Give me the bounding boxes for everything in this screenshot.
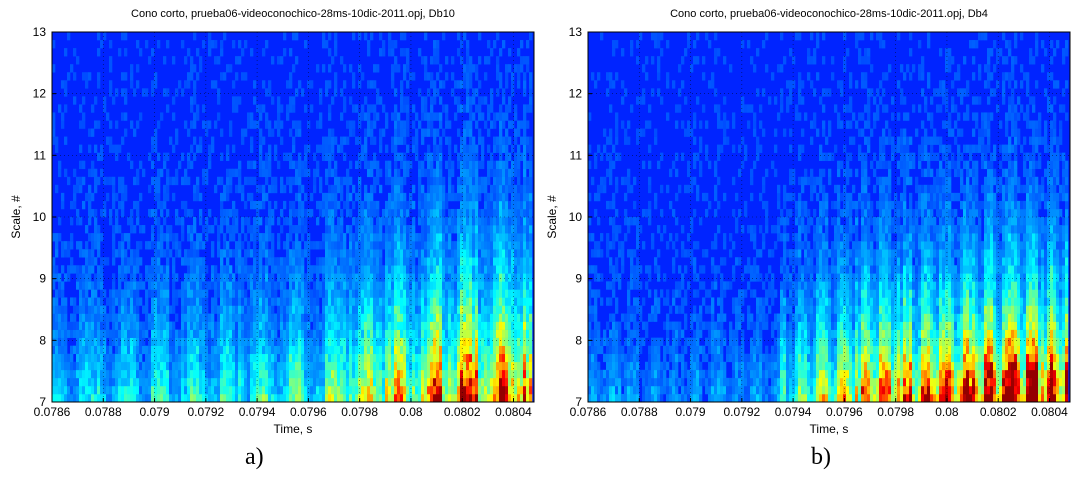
- x-tick-label: 0.0804: [1031, 405, 1068, 419]
- y-tick-label: 10: [569, 210, 583, 224]
- x-tick-label: 0.0796: [290, 405, 327, 419]
- x-axis-label: Time, s: [274, 422, 313, 436]
- x-tick-label: 0.0796: [826, 405, 863, 419]
- x-tick-label: 0.0802: [980, 405, 1017, 419]
- heatmap-chart-a: Cono corto, prueba06-videoconochico-28ms…: [9, 8, 535, 436]
- x-tick-label: 0.0786: [570, 405, 607, 419]
- y-tick-label: 9: [575, 272, 582, 286]
- y-axis-label: Scale, #: [545, 195, 559, 239]
- y-tick-label: 12: [33, 87, 47, 101]
- grid-lines: [587, 31, 1070, 403]
- caption-a: a): [245, 444, 264, 470]
- y-tick-label: 9: [39, 272, 46, 286]
- chart-title: Cono corto, prueba06-videoconochico-28ms…: [670, 8, 988, 20]
- y-axis-label: Scale, #: [9, 195, 23, 239]
- x-tick-label: 0.0794: [239, 405, 276, 419]
- x-tick-label: 0.079: [140, 405, 170, 419]
- caption-b: b): [811, 444, 831, 470]
- x-tick-label: 0.0788: [621, 405, 658, 419]
- y-tick-label: 13: [33, 25, 47, 39]
- x-tick-label: 0.0794: [775, 405, 812, 419]
- chart-title: Cono corto, prueba06-videoconochico-28ms…: [131, 8, 455, 20]
- x-axis-label: Time, s: [810, 422, 849, 436]
- chart-panel-b: Cono corto, prueba06-videoconochico-28ms…: [536, 0, 1072, 487]
- chart-panel-a: Cono corto, prueba06-videoconochico-28ms…: [9, 8, 535, 470]
- x-tick-label: 0.0804: [495, 405, 532, 419]
- y-tick-label: 8: [575, 333, 582, 347]
- y-tick-label: 13: [569, 25, 583, 39]
- heatmap-chart-b: Cono corto, prueba06-videoconochico-28ms…: [545, 8, 1071, 436]
- y-tick-label: 11: [570, 148, 583, 162]
- x-tick-label: 0.0798: [877, 405, 914, 419]
- y-tick-label: 7: [575, 395, 582, 409]
- x-tick-label: 0.0786: [34, 405, 71, 419]
- y-tick-label: 7: [39, 395, 46, 409]
- x-tick-label: 0.08: [399, 405, 423, 419]
- y-tick-label: 11: [34, 148, 47, 162]
- x-tick-label: 0.08: [935, 405, 959, 419]
- y-tick-label: 8: [39, 333, 46, 347]
- x-tick-label: 0.0798: [341, 405, 378, 419]
- x-tick-label: 0.079: [676, 405, 706, 419]
- y-tick-label: 10: [33, 210, 47, 224]
- x-tick-label: 0.0788: [85, 405, 122, 419]
- x-tick-label: 0.0792: [187, 405, 224, 419]
- y-tick-label: 12: [569, 87, 583, 101]
- x-tick-label: 0.0792: [723, 405, 760, 419]
- x-tick-label: 0.0802: [444, 405, 481, 419]
